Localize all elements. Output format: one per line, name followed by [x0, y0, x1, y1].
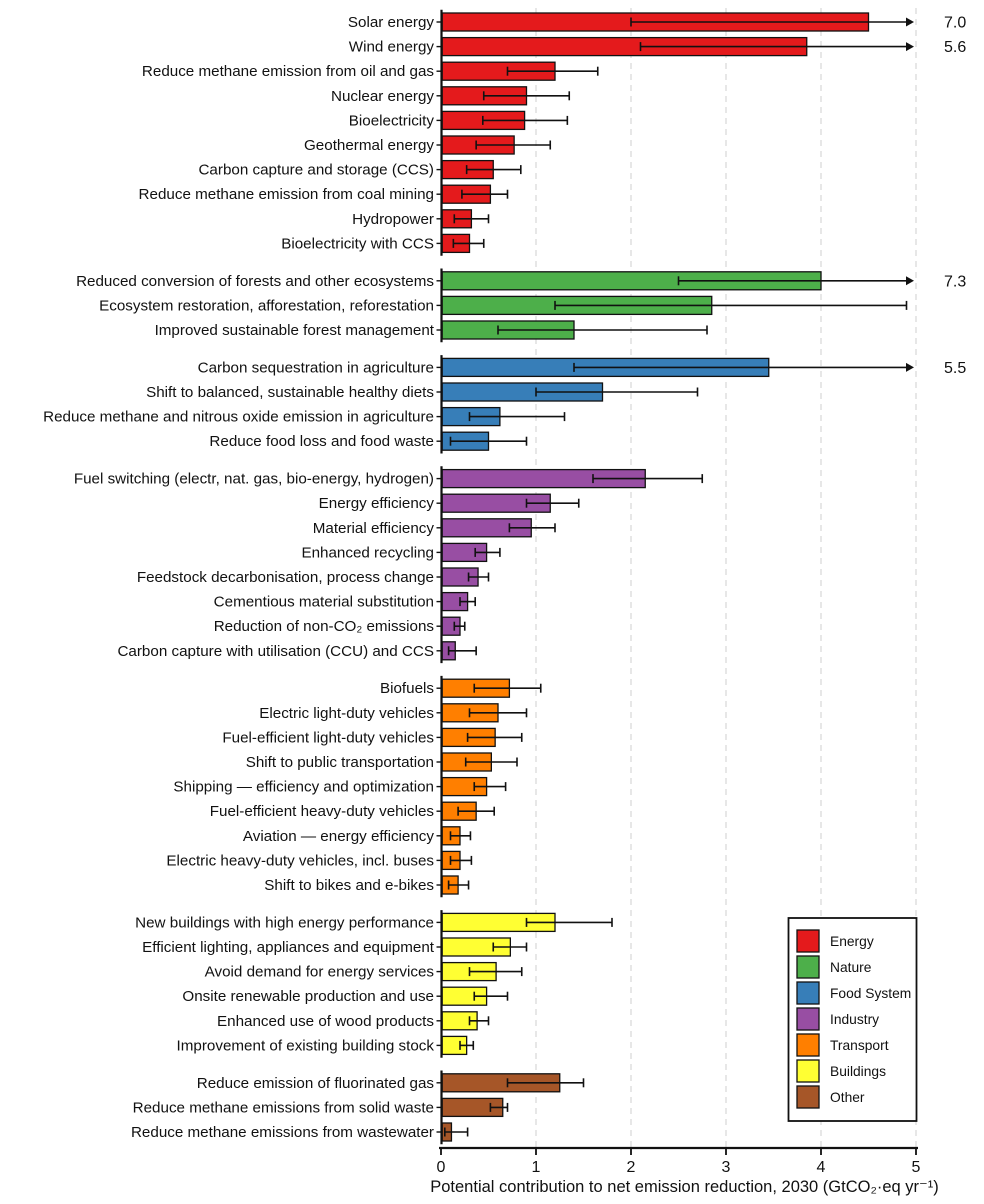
offscale-value-label: 7.0 — [944, 15, 966, 32]
legend-label: Energy — [830, 934, 874, 949]
row-label: Ecosystem restoration, afforestation, re… — [99, 297, 434, 314]
row-label: Reduce methane emissions from wastewater — [131, 1124, 434, 1141]
row-label: Shift to public transportation — [246, 754, 434, 771]
legend-swatch-transport — [796, 1033, 820, 1057]
row-label: Energy efficiency — [319, 495, 435, 512]
row-label: Biofuels — [380, 680, 434, 697]
row-label: Reduction of non-CO₂ emissions — [214, 618, 435, 635]
row-label: Bioelectricity — [349, 112, 435, 129]
offscale-value-label: 5.5 — [944, 360, 966, 377]
row-label: Bioelectricity with CCS — [281, 235, 434, 252]
legend-swatch-food-system — [796, 981, 820, 1005]
row-label: Electric heavy-duty vehicles, incl. buse… — [166, 852, 434, 869]
row-label: Fuel-efficient heavy-duty vehicles — [210, 803, 435, 820]
legend-label: Buildings — [830, 1064, 886, 1079]
x-tick-label: 0 — [437, 1159, 446, 1176]
row-label: Efficient lighting, appliances and equip… — [142, 939, 435, 956]
legend-label: Nature — [830, 960, 872, 975]
x-tick-label: 3 — [722, 1159, 731, 1176]
errorbar-arrow — [906, 42, 914, 52]
row-label: Reduce methane emissions from solid wast… — [133, 1099, 434, 1116]
x-tick-label: 5 — [912, 1159, 921, 1176]
x-tick-label: 4 — [817, 1159, 826, 1176]
legend-swatch-other — [796, 1085, 820, 1109]
legend-swatch-nature — [796, 955, 820, 979]
legend-label: Industry — [830, 1012, 879, 1027]
errorbar-arrow — [906, 362, 914, 372]
row-label: Shipping — efficiency and optimization — [173, 779, 434, 796]
row-label: Improved sustainable forest management — [155, 322, 435, 339]
row-label: Electric light-duty vehicles — [259, 705, 434, 722]
row-label: Reduce methane emission from coal mining — [139, 186, 434, 203]
row-label: Material efficiency — [313, 520, 435, 537]
row-label: Enhanced recycling — [301, 544, 434, 561]
row-label: Reduce methane and nitrous oxide emissio… — [43, 409, 434, 426]
row-label: Fuel-efficient light-duty vehicles — [222, 729, 434, 746]
legend-swatch-industry — [796, 1007, 820, 1031]
row-label: Reduce emission of fluorinated gas — [197, 1075, 435, 1092]
row-label: Feedstock decarbonisation, process chang… — [137, 569, 434, 586]
offscale-value-label: 7.3 — [944, 273, 966, 290]
row-label: Shift to balanced, sustainable healthy d… — [146, 384, 434, 401]
legend-swatch-energy — [796, 929, 820, 953]
row-label: Carbon sequestration in agriculture — [198, 359, 434, 376]
row-label: Geothermal energy — [304, 137, 434, 154]
row-label: Reduce food loss and food waste — [209, 433, 434, 450]
legend-label: Other — [830, 1090, 865, 1105]
row-label: Cementious material substitution — [214, 594, 434, 611]
row-label: Wind energy — [349, 39, 435, 56]
legend-label: Food System — [830, 986, 911, 1001]
row-label: Improvement of existing building stock — [177, 1037, 435, 1054]
row-label: Reduce methane emission from oil and gas — [142, 63, 434, 80]
legend-label: Transport — [830, 1038, 889, 1053]
row-label: Nuclear energy — [331, 88, 434, 105]
row-label: Avoid demand for energy services — [205, 964, 435, 981]
row-label: Aviation — energy efficiency — [243, 828, 434, 845]
row-label: Hydropower — [352, 211, 434, 228]
errorbar-arrow — [906, 17, 914, 27]
row-label: New buildings with high energy performan… — [135, 914, 434, 931]
row-label: Solar energy — [348, 14, 435, 31]
x-axis-title: Potential contribution to net emission r… — [430, 1178, 939, 1196]
row-label: Shift to bikes and e-bikes — [264, 877, 434, 894]
row-label: Fuel switching (electr, nat. gas, bio-en… — [74, 471, 434, 488]
errorbar-arrow — [906, 276, 914, 286]
offscale-value-label: 5.6 — [944, 39, 966, 56]
x-tick-label: 2 — [627, 1159, 636, 1176]
row-label: Carbon capture with utilisation (CCU) an… — [117, 643, 434, 660]
legend-swatch-buildings — [796, 1059, 820, 1083]
row-label: Carbon capture and storage (CCS) — [198, 162, 434, 179]
row-label: Enhanced use of wood products — [217, 1013, 434, 1030]
row-label: Onsite renewable production and use — [182, 988, 434, 1005]
x-tick-label: 1 — [532, 1159, 541, 1176]
row-label: Reduced conversion of forests and other … — [76, 273, 434, 290]
